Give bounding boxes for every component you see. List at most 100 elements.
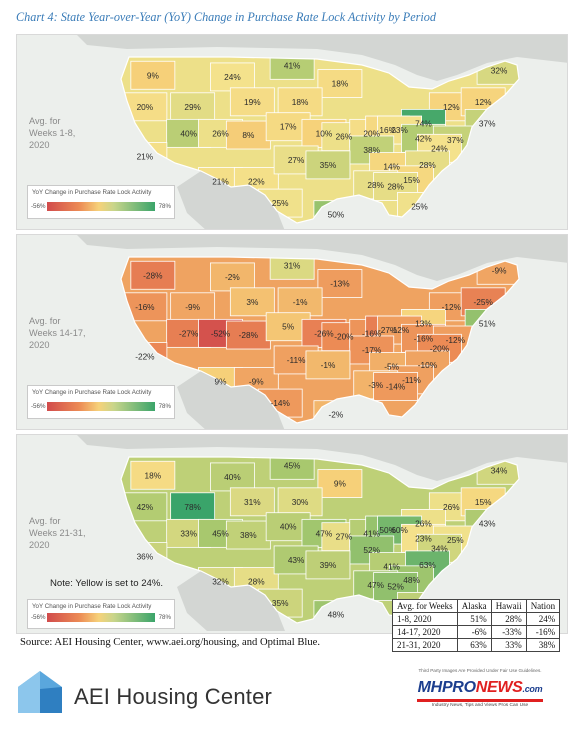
state-region [317, 69, 363, 98]
state-value-label: 41% [383, 562, 400, 572]
usa-outline [120, 256, 520, 424]
state-value-label: 18% [292, 97, 309, 107]
state-region [130, 460, 176, 490]
state-value-label: 25% [272, 198, 289, 208]
state-value-label: 37% [447, 135, 464, 145]
mhpronews-logo: Third Party Images Are Provided Under Fa… [417, 668, 543, 708]
legend-gradient [47, 613, 155, 622]
state-value-label: -11% [287, 355, 306, 365]
usa-outline [120, 56, 520, 224]
legend-gradient [47, 202, 155, 211]
note-text: Note: Yellow is set to 24%. [50, 578, 164, 589]
state-region [210, 462, 255, 492]
state-region [130, 260, 176, 290]
state-value-label: 9% [334, 479, 347, 489]
state-value-label: 12% [443, 102, 460, 112]
state-value-label: -10% [418, 360, 438, 370]
state-region [305, 350, 351, 380]
state-value-label: 20% [137, 102, 154, 112]
state-value-label: 21% [137, 152, 154, 162]
us-state-map: -28% -2% 31% -13% -9% -16% -9% 3% -1% -12% -25% 13%… [77, 235, 567, 429]
state-value-label: 48% [328, 610, 345, 620]
canada-landmass [77, 235, 567, 281]
state-value-label: -12% [446, 335, 466, 345]
table-row: 1-8, 2020 51% 28% 24% [392, 612, 561, 626]
color-legend: YoY Change in Purchase Rate Lock Activit… [27, 385, 175, 419]
state-value-label: 14% [383, 162, 400, 172]
state-value-label: 24% [431, 143, 448, 153]
state-region [373, 372, 419, 401]
state-value-label: 36% [137, 552, 154, 562]
state-value-label: -16% [362, 328, 382, 338]
period-label: Avg. for Weeks 14-17, 2020 [29, 316, 86, 350]
state-region [269, 257, 315, 280]
canada-landmass [77, 35, 567, 81]
state-value-label: 26% [212, 128, 229, 138]
state-value-label: 39% [320, 560, 337, 570]
state-value-label: 51% [479, 318, 496, 328]
state-value-label: 26% [336, 132, 353, 142]
state-value-label: 15% [403, 175, 420, 185]
state-value-label: 45% [284, 460, 301, 470]
state-value-label: -9% [185, 302, 200, 312]
state-value-label: 26% [415, 518, 432, 528]
state-value-label: -12% [442, 302, 462, 312]
table-row: 21-31, 2020 63% 33% 38% [392, 638, 561, 652]
state-region [225, 520, 271, 550]
state-value-label: 8% [242, 130, 255, 140]
state-value-label: 29% [184, 102, 201, 112]
state-region [225, 120, 271, 150]
us-state-map: 9% 24% 41% 18% 32% 20% 29% 19% 18% 12% 12% 74% 37% 40… [77, 35, 567, 229]
state-value-label: 3% [246, 297, 259, 307]
period-label: Avg. for Weeks 1-8, 2020 [29, 116, 76, 150]
state-value-label: 18% [145, 470, 162, 480]
state-value-label: -27% [378, 325, 398, 335]
state-value-label: 15% [475, 497, 492, 507]
state-value-label: 78% [184, 502, 201, 512]
state-region [269, 57, 315, 80]
state-value-label: -20% [430, 343, 450, 353]
map-panel-weeks-1-8: 9% 24% 41% 18% 32% 20% 29% 19% 18% 12% 12% 74% 37% 40… [16, 34, 568, 230]
state-value-label: -5% [384, 362, 399, 372]
state-value-label: 24% [224, 72, 241, 82]
state-value-label: -9% [249, 377, 264, 387]
state-region [305, 150, 351, 180]
state-region [210, 62, 255, 92]
state-value-label: 52% [363, 545, 380, 555]
state-value-label: -28% [239, 330, 259, 340]
us-state-map: 18% 40% 45% 9% 34% 42% 78% 31% 30% 26% 15% 26% 43% 33… [77, 435, 567, 631]
source-citation: Source: AEI Housing Center, www.aei.org/… [20, 637, 320, 648]
state-value-label: -11% [402, 375, 421, 385]
mexico-landmass [177, 571, 285, 631]
state-value-label: 40% [224, 472, 241, 482]
state-value-label: 43% [288, 555, 305, 565]
state-value-label: -26% [314, 328, 334, 338]
state-value-label: 48% [403, 575, 420, 585]
state-value-label: 9% [147, 70, 160, 80]
state-value-label: 32% [212, 577, 229, 587]
state-value-label: 60% [391, 525, 408, 535]
state-value-label: 20% [363, 128, 380, 138]
state-value-label: 45% [212, 528, 229, 538]
state-value-label: 16% [379, 125, 396, 135]
state-region [269, 457, 315, 480]
state-value-label: 31% [284, 260, 301, 270]
state-value-label: -25% [473, 297, 493, 307]
aei-org-name: AEI Housing Center [74, 684, 273, 709]
state-value-label: -52% [211, 328, 231, 338]
state-region [305, 550, 351, 580]
mexico-landmass [177, 371, 285, 429]
state-value-label: -28% [143, 270, 163, 280]
state-value-label: -27% [179, 328, 199, 338]
state-value-label: -3% [368, 380, 383, 390]
state-value-label: -1% [293, 297, 308, 307]
state-value-label: 13% [415, 318, 432, 328]
state-value-label: 28% [367, 180, 384, 190]
state-region [229, 87, 275, 117]
state-region [130, 60, 176, 90]
state-value-label: 27% [288, 155, 305, 165]
state-value-label: 33% [180, 528, 197, 538]
state-region [229, 287, 275, 317]
state-value-label: -12% [390, 325, 410, 335]
legend-gradient [47, 402, 155, 411]
